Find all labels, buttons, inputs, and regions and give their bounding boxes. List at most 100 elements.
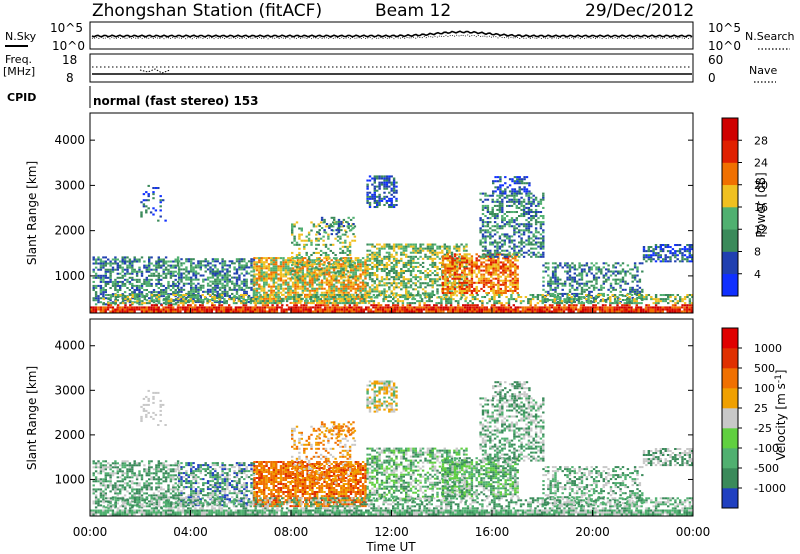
cpid-label: CPID (7, 91, 36, 104)
power-cell (340, 277, 343, 280)
power-cell (659, 244, 662, 247)
power-cell (304, 277, 307, 280)
power-cell (510, 247, 514, 250)
power-cell (104, 284, 107, 287)
power-cell (688, 310, 691, 313)
power-cell (162, 306, 165, 309)
power-cell (352, 293, 355, 296)
power-cell (429, 284, 432, 287)
power-cell (133, 308, 136, 311)
power-cell (480, 287, 483, 290)
power-cell (481, 192, 485, 195)
power-cell (104, 308, 107, 311)
power-cell (216, 276, 219, 279)
power-cell (669, 250, 672, 253)
power-cell (177, 290, 181, 293)
power-cell (140, 282, 144, 285)
power-cell (344, 258, 347, 261)
power-cell (659, 260, 662, 263)
power-cell (460, 243, 463, 246)
power-cell (516, 292, 519, 295)
power-cell (405, 290, 408, 293)
power-cell (402, 265, 405, 268)
power-cell (182, 284, 186, 287)
power-cell (114, 289, 117, 292)
power-cell (371, 280, 374, 283)
power-cell (413, 306, 416, 309)
power-cell (186, 306, 189, 309)
power-cell (561, 294, 564, 297)
power-cell (317, 258, 320, 261)
power-cell (627, 306, 631, 309)
power-cell (491, 194, 494, 197)
power-cell (180, 288, 183, 291)
power-cell (304, 287, 307, 290)
power-cell (299, 308, 303, 311)
power-cell (228, 286, 231, 289)
power-cell (390, 193, 393, 196)
power-cell (311, 273, 314, 276)
power-cell (509, 269, 512, 272)
power-cell (138, 258, 141, 261)
power-cell (498, 245, 502, 248)
power-cell (339, 258, 342, 261)
power-cell (340, 283, 343, 286)
power-cell (221, 266, 224, 269)
power-cell (121, 282, 124, 285)
power-cell (301, 289, 304, 292)
power-cell (284, 273, 288, 276)
power-cell (155, 278, 158, 281)
power-cell (218, 288, 222, 291)
power-cell (180, 258, 183, 261)
power-cell (290, 306, 293, 309)
power-cell (463, 310, 467, 313)
power-cell (383, 195, 386, 198)
power-cell (359, 295, 362, 298)
power-cell (214, 282, 217, 285)
power-cell (366, 253, 369, 256)
power-cell (332, 299, 336, 302)
power-cell (366, 185, 369, 188)
power-cell (624, 280, 627, 283)
power-cell (451, 269, 454, 272)
power-cell (390, 199, 393, 202)
power-cell (451, 283, 454, 286)
power-cell (612, 288, 615, 291)
power-cell (300, 239, 303, 242)
power-cell (196, 306, 199, 309)
power-cell (503, 243, 506, 246)
power-cell (530, 196, 533, 199)
power-cell (116, 272, 119, 275)
power-cell (160, 284, 163, 287)
power-cell (383, 270, 386, 273)
power-cell (157, 272, 160, 275)
power-cell (324, 251, 328, 254)
power-cell (109, 272, 112, 275)
power-cell (595, 272, 598, 275)
power-cell (453, 247, 456, 250)
power-cell (406, 308, 409, 311)
power-cell (647, 308, 650, 311)
power-cell (342, 289, 345, 292)
power-cell (222, 310, 226, 313)
power-cell (337, 281, 341, 284)
power-cell (572, 306, 575, 309)
power-cell (332, 267, 336, 270)
power-cell (341, 233, 345, 236)
power-cell (307, 306, 310, 309)
power-cell (123, 308, 127, 311)
power-cell (458, 285, 461, 288)
power-cell (250, 264, 253, 267)
power-cell (497, 306, 500, 309)
power-cell (180, 274, 183, 277)
power-cell (275, 259, 278, 262)
power-cell (481, 241, 485, 244)
power-cell (501, 225, 504, 228)
power-cell (490, 287, 493, 290)
power-cell (128, 308, 131, 311)
power-cell (673, 310, 677, 313)
power-cell (461, 261, 464, 264)
power-cell (330, 287, 333, 290)
power-cell (456, 308, 459, 311)
power-cell (222, 306, 226, 309)
